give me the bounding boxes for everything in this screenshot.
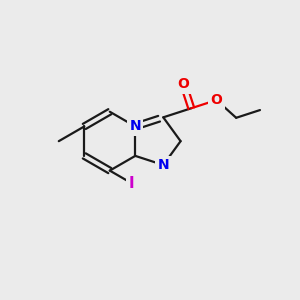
Text: N: N [130, 119, 141, 134]
Text: O: O [211, 93, 222, 107]
Text: I: I [129, 176, 134, 190]
Text: N: N [158, 158, 169, 172]
Text: O: O [178, 77, 190, 92]
